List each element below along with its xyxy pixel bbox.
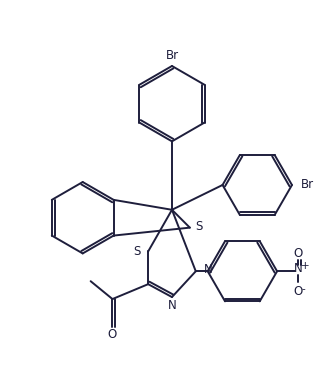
Text: -: - bbox=[302, 284, 306, 294]
Text: Br: Br bbox=[165, 49, 178, 61]
Text: N: N bbox=[204, 263, 212, 276]
Text: N: N bbox=[294, 262, 302, 275]
Text: Br: Br bbox=[301, 178, 314, 191]
Text: S: S bbox=[133, 245, 140, 258]
Text: O: O bbox=[108, 328, 117, 341]
Text: N: N bbox=[168, 300, 176, 312]
Text: O: O bbox=[293, 284, 302, 298]
Text: +: + bbox=[300, 261, 309, 271]
Text: O: O bbox=[293, 247, 302, 260]
Text: S: S bbox=[195, 220, 202, 233]
